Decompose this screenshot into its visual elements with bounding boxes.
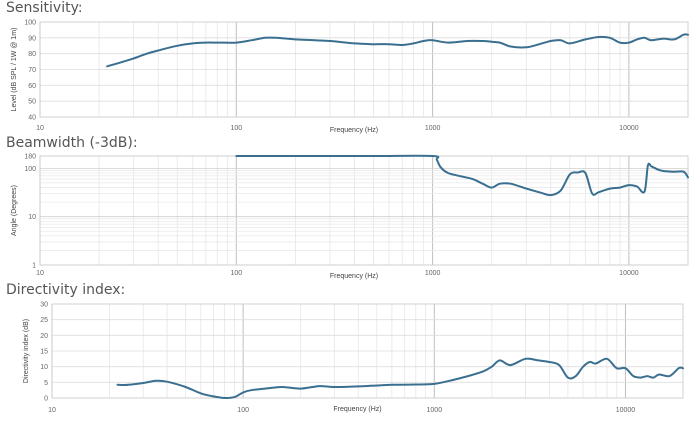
beamwidth-x-axis-label: Frequency (Hz) (330, 273, 378, 280)
directivity-grid-horizontal (52, 303, 683, 399)
sensitivity-y-tick-label: 80 (28, 51, 36, 58)
directivity-y-axis-label: Directivity index (dB) (23, 319, 30, 383)
directivity-y-tick-label: 10 (40, 364, 48, 371)
sensitivity-x-tick-label: 100 (230, 125, 242, 132)
beamwidth-x-tick-label: 1000 (425, 270, 441, 277)
directivity-chart: 10 100 1000 10000 0 5 10 15 20 25 30 Frequency (Hz)… (23, 302, 684, 414)
beamwidth-x-tick-label: 10000 (619, 270, 639, 277)
directivity-y-tick-label: 5 (44, 380, 48, 387)
sensitivity-y-tick-label: 100 (24, 20, 36, 27)
beamwidth-x-tick-label: 100 (230, 270, 242, 277)
sensitivity-title: Sensitivity: (6, 0, 83, 16)
sensitivity-x-axis-label: Frequency (Hz) (330, 127, 378, 134)
sensitivity-chart: 10 100 1000 10000 40 50 60 70 80 90 100 Frequency (… (11, 20, 689, 134)
directivity-x-tick-label: 10000 (616, 407, 636, 414)
directivity-x-tick-label: 1000 (427, 407, 443, 414)
directivity-y-tick-label: 15 (40, 349, 48, 356)
directivity-series-line (116, 357, 684, 400)
directivity-x-tick-label: 100 (237, 407, 249, 414)
sensitivity-y-tick-label: 70 (28, 67, 36, 74)
sensitivity-y-tick-label: 40 (28, 115, 36, 122)
directivity-y-tick-label: 30 (40, 302, 48, 309)
sensitivity-y-axis-label: Level (dB SPL / 1W @ 1m) (11, 28, 18, 112)
sensitivity-y-tick-label: 50 (28, 99, 36, 106)
beamwidth-grid-vertical (39, 156, 689, 265)
beamwidth-y-tick-label: 10 (28, 214, 36, 221)
beamwidth-series-line (235, 154, 689, 197)
beamwidth-y-axis-label: Angle (Degrees) (11, 185, 18, 236)
sensitivity-y-tick-label: 60 (28, 83, 36, 90)
sensitivity-x-tick-label: 10000 (619, 125, 639, 132)
sensitivity-grid-horizontal (40, 21, 688, 118)
directivity-plot-border (51, 303, 684, 399)
beamwidth-y-tick-label: 1 (32, 263, 36, 270)
beamwidth-y-tick-label: 100 (24, 166, 36, 173)
sensitivity-plot-border (39, 21, 689, 118)
directivity-x-axis-label: Frequency (Hz) (333, 406, 381, 413)
sensitivity-series-line (106, 33, 689, 68)
sensitivity-y-tick-label: 90 (28, 35, 36, 42)
beamwidth-x-tick-label: 10 (36, 270, 44, 277)
beamwidth-y-tick-label: 180 (24, 154, 36, 161)
directivity-y-tick-label: 20 (40, 333, 48, 340)
beamwidth-title: Beamwidth (-3dB): (6, 135, 138, 151)
directivity-title: Directivity index: (6, 282, 126, 298)
directivity-x-tick-label: 10 (48, 407, 56, 414)
directivity-y-tick-label: 25 (40, 317, 48, 324)
sensitivity-x-tick-label: 1000 (425, 125, 441, 132)
beamwidth-grid-horizontal (40, 155, 688, 266)
directivity-y-tick-label: 0 (44, 396, 48, 403)
beamwidth-plot-border (39, 155, 689, 266)
sensitivity-x-tick-label: 10 (36, 125, 44, 132)
